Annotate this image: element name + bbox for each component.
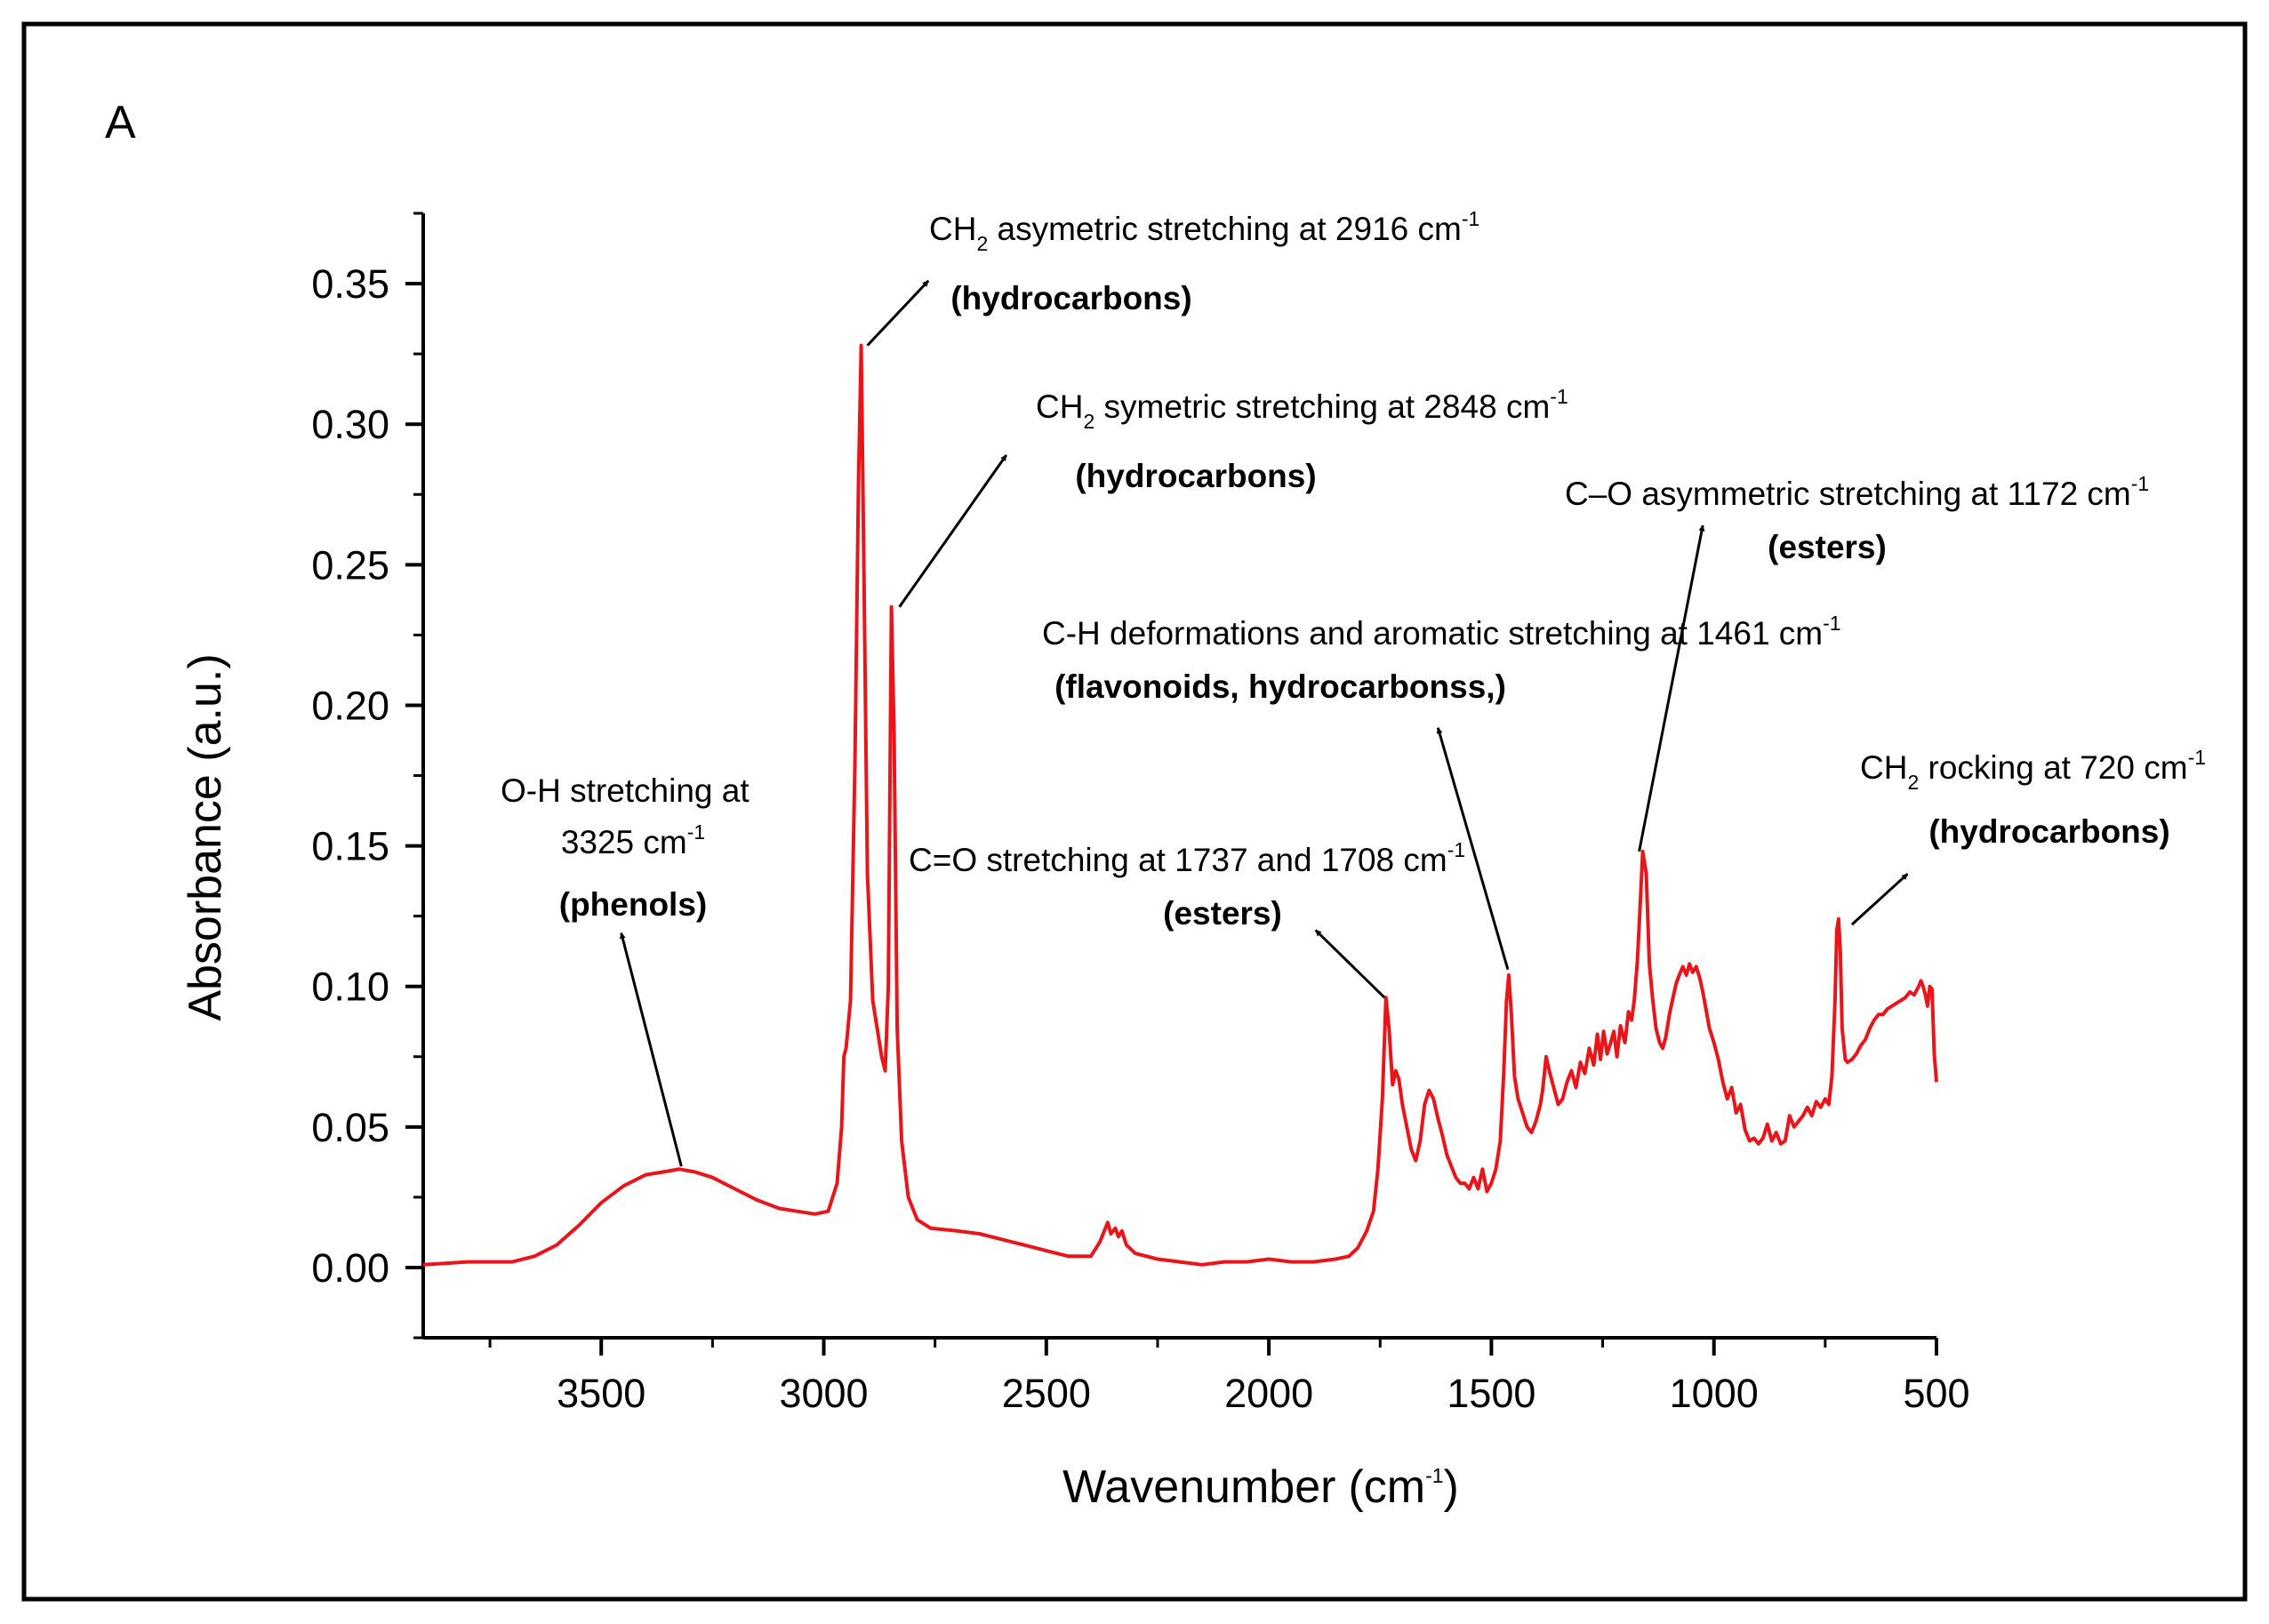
series-layer — [422, 343, 1938, 1267]
annotation-text: (esters) — [1768, 529, 1887, 565]
y-tick-label: 0.30 — [311, 402, 389, 447]
annotation-arrow — [1436, 727, 1510, 971]
annotation-label: C=O stretching at 1737 and 1708 cm-1 — [909, 838, 1465, 878]
x-tick-label: 3500 — [557, 1371, 645, 1416]
annotation-arrow — [866, 279, 930, 347]
annotation-category: (esters) — [1163, 895, 1282, 932]
y-tick-label: 0.20 — [311, 683, 389, 728]
annotation: CH2 symetric stretching at 2848 cm-1 (hyd… — [898, 385, 1568, 608]
annotation: C-H deformations and aromatic stretching… — [1042, 612, 1841, 971]
y-tick-label: 0.15 — [311, 824, 389, 869]
annotation-text: rocking at 720 cm — [1919, 749, 2187, 786]
annotation: C–O asymmetric stretching at 1172 cm-1(e… — [1565, 472, 2149, 852]
annotation: C=O stretching at 1737 and 1708 cm-1 (est… — [909, 838, 1465, 999]
annotation-text: (hydrocarbons) — [950, 280, 1191, 316]
annotation-label: 3325 cm-1 — [561, 820, 705, 860]
figure-frame — [21, 21, 2248, 1602]
annotation-text: -1 — [1550, 385, 1567, 408]
annotation: CH2 asymetric stretching at 2916 cm-1 (hy… — [866, 207, 1479, 347]
annotation-text: -1 — [687, 820, 705, 844]
annotation-text: C=O stretching at 1737 and 1708 cm — [909, 842, 1447, 878]
x-tick-label: 2000 — [1224, 1371, 1313, 1416]
annotation-text: (flavonoids, hydrocarbonss,) — [1054, 668, 1506, 705]
annotation-category: (hydrocarbons) — [1075, 458, 1316, 494]
x-tick-label: 500 — [1903, 1371, 1969, 1416]
x-axis-title-unit-exp: -1 — [1425, 1464, 1443, 1487]
y-axis-title: Absorbance (a.u.) — [180, 653, 231, 1020]
annotation-text: symetric stretching at 2848 cm — [1094, 388, 1550, 425]
annotation-category: (phenols) — [559, 886, 707, 923]
spectrum-line — [422, 343, 1938, 1267]
x-tick-label: 2500 — [1002, 1371, 1091, 1416]
x-axis-title-unit-close: ) — [1444, 1461, 1459, 1513]
annotation-label: CH2 asymetric stretching at 2916 cm-1 — [929, 207, 1479, 255]
annotation-arrow — [619, 932, 683, 1167]
annotation-arrow — [898, 454, 1007, 608]
annotation-text: asymetric stretching at 2916 cm — [988, 211, 1462, 247]
y-tick-label: 0.35 — [311, 261, 389, 307]
annotation-arrow — [1638, 524, 1705, 852]
annotation-arrow — [1314, 929, 1386, 999]
annotation-arrow — [1850, 873, 1909, 926]
annotation-text: (hydrocarbons) — [1075, 458, 1316, 494]
annotation-text: 2 — [1907, 771, 1919, 794]
annotation-text: (esters) — [1163, 895, 1282, 932]
annotation-text: C–O asymmetric stretching at 1172 cm — [1565, 476, 2131, 512]
annotation-label: CH2 symetric stretching at 2848 cm-1 — [1036, 385, 1568, 433]
annotation-text: CH — [1036, 388, 1083, 425]
annotation: O-H stretching at 3325 cm-1 (phenols) — [501, 772, 750, 1167]
x-axis-title-label: Wavenumber — [1062, 1461, 1335, 1513]
y-tick-label: 0.10 — [311, 964, 389, 1010]
y-tick-label: 0.25 — [311, 542, 389, 588]
annotation-category: (esters) — [1768, 529, 1887, 565]
y-tick-label: 0.00 — [311, 1245, 389, 1291]
annotation: CH2 rocking at 720 cm-1 (hydrocarbons) — [1850, 746, 2206, 926]
tick-marks — [405, 212, 1938, 1356]
annotation-category: (hydrocarbons) — [950, 280, 1191, 316]
annotation-text: (phenols) — [559, 886, 707, 923]
y-tick-label: 0.05 — [311, 1105, 389, 1150]
annotation-text: -1 — [1462, 207, 1479, 230]
x-tick-label: 1500 — [1447, 1371, 1535, 1416]
annotation-text: CH — [1860, 749, 1907, 786]
annotation-text: C-H deformations and aromatic stretching… — [1042, 615, 1823, 652]
annotation-category: (hydrocarbons) — [1928, 813, 2169, 850]
annotation-text: 2 — [976, 232, 988, 255]
annotation-label: O-H stretching at — [501, 772, 750, 809]
annotation-text: CH — [929, 211, 976, 247]
x-tick-label: 1000 — [1670, 1371, 1759, 1416]
annotations-layer: CH2 asymetric stretching at 2916 cm-1(hy… — [501, 207, 2206, 1167]
annotation-text: -1 — [1447, 838, 1465, 861]
x-axis-title-unit: (cm — [1348, 1461, 1425, 1513]
annotation-label: CH2 rocking at 720 cm-1 — [1860, 746, 2206, 794]
annotation-label: C–O asymmetric stretching at 1172 cm-1 — [1565, 472, 2149, 512]
annotation-text: 2 — [1083, 410, 1094, 433]
annotation-text: -1 — [1823, 612, 1840, 635]
annotation-label: C-H deformations and aromatic stretching… — [1042, 612, 1841, 652]
tick-labels: 3500 3000 2500 2000 1500 1000 500 0.00 0.05 0.10 0… — [311, 261, 1969, 1416]
panel-label: A — [105, 97, 136, 148]
annotation-text: -1 — [2131, 472, 2149, 495]
annotation-text: O-H stretching at — [501, 772, 750, 809]
annotation-category: (flavonoids, hydrocarbonss,) — [1054, 668, 1506, 705]
x-tick-label: 3000 — [779, 1371, 868, 1416]
annotation-text: 3325 cm — [561, 824, 687, 860]
annotation-text: (hydrocarbons) — [1928, 813, 2169, 850]
x-axis-title: Wavenumber (cm-1) — [1062, 1461, 1459, 1513]
annotation-text: -1 — [2188, 746, 2206, 769]
